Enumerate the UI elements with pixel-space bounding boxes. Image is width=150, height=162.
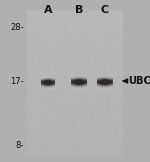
Text: 8-: 8- <box>16 141 24 150</box>
Text: 17-: 17- <box>10 76 24 86</box>
Text: 28-: 28- <box>10 23 24 32</box>
Text: UBC13: UBC13 <box>128 76 150 86</box>
Bar <box>27 10 123 156</box>
Text: B: B <box>75 5 84 15</box>
Text: C: C <box>101 5 109 15</box>
Text: A: A <box>44 5 52 15</box>
